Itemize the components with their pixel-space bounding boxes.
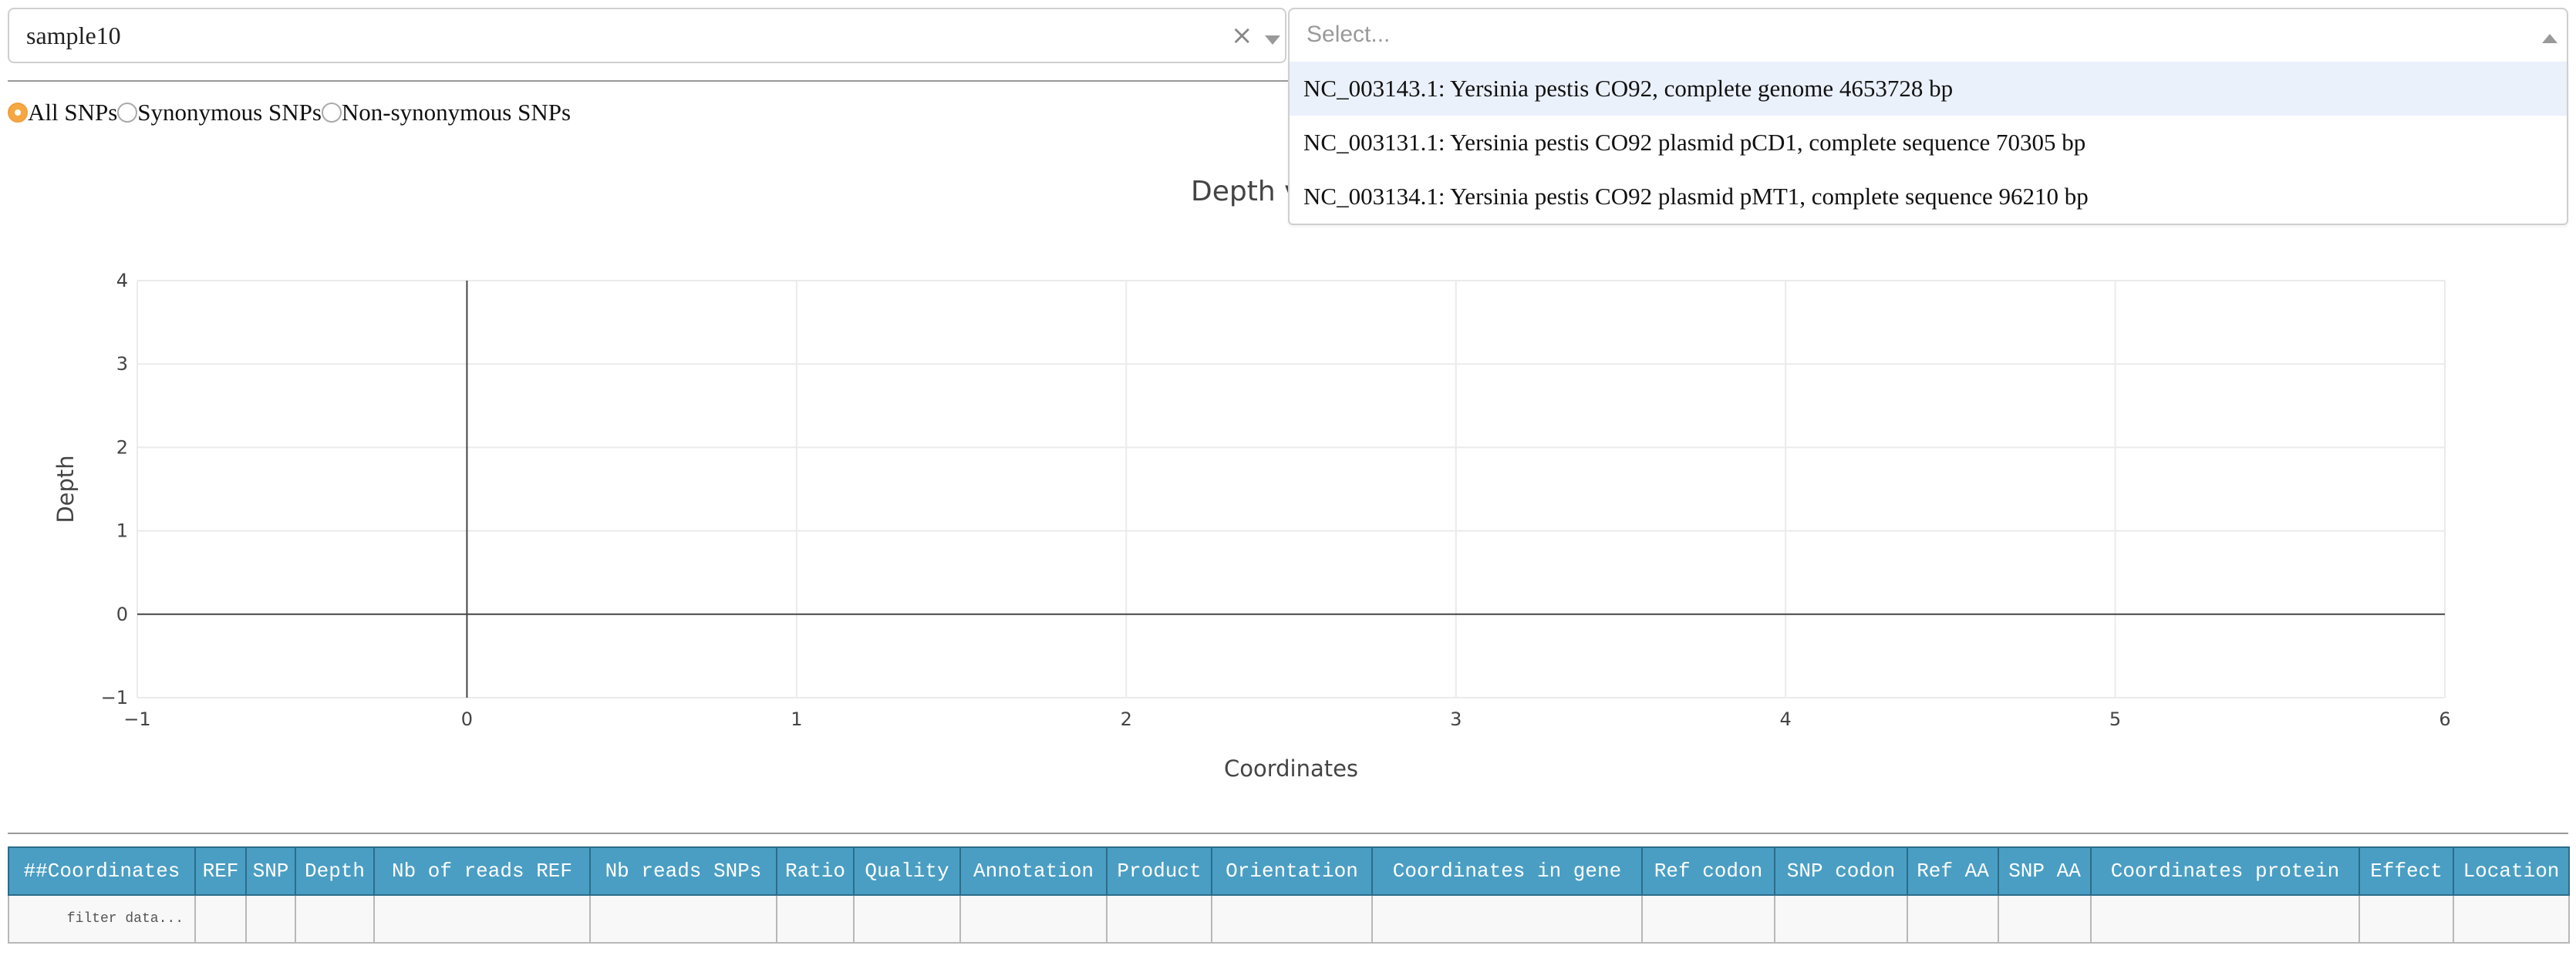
sample-select-value: sample10 <box>26 22 121 49</box>
filter-input[interactable] <box>2453 894 2570 944</box>
chart-title: Depth v <box>1191 176 1301 207</box>
table-filter-row: filter data... <box>8 894 2570 944</box>
x-tick-label: 0 <box>461 708 473 730</box>
filter-input[interactable] <box>295 894 375 944</box>
y-tick-label: 0 <box>116 604 128 625</box>
y-tick-label: 4 <box>116 270 128 291</box>
filter-input[interactable] <box>194 894 247 944</box>
clear-icon[interactable]: × <box>1231 20 1253 51</box>
x-tick-label: 4 <box>1780 708 1792 730</box>
chevron-up-icon[interactable] <box>2542 34 2557 43</box>
y-tick-label: 2 <box>116 436 128 458</box>
table-column-header[interactable]: ##Coordinates <box>8 846 196 896</box>
radio-synonymous-snps[interactable] <box>117 103 138 123</box>
snp-table: ##Coordinates REF SNP Depth Nb of reads REF N… <box>8 846 2570 944</box>
table-column-header[interactable]: Location <box>2453 846 2570 896</box>
genome-dropdown-menu: NC_003143.1: Yersinia pestis CO92, compl… <box>1288 62 2568 225</box>
table-column-header[interactable]: Coordinates protein <box>2090 846 2360 896</box>
x-tick-label: 1 <box>791 708 802 730</box>
genome-option[interactable]: NC_003131.1: Yersinia pestis CO92 plasmi… <box>1303 129 2086 156</box>
y-tick-label: −1 <box>101 687 128 708</box>
table-column-header[interactable]: Ref AA <box>1907 846 1999 896</box>
divider <box>8 833 2568 834</box>
table-column-header[interactable]: Ref codon <box>1641 846 1775 896</box>
filter-input[interactable] <box>1211 894 1373 944</box>
table-column-header[interactable]: Nb reads SNPs <box>589 846 777 896</box>
filter-input[interactable] <box>2090 894 2360 944</box>
table-column-header[interactable]: Depth <box>295 846 375 896</box>
table-column-header[interactable]: Annotation <box>959 846 1108 896</box>
table-column-header[interactable]: Nb of reads REF <box>373 846 591 896</box>
y-axis-title: Depth <box>52 455 79 523</box>
filter-input[interactable] <box>2359 894 2454 944</box>
sample-select[interactable]: sample10 × <box>8 8 1286 63</box>
table-column-header[interactable]: SNP <box>245 846 296 896</box>
filter-input[interactable]: filter data... <box>8 894 196 944</box>
depth-chart[interactable]: −1 0 1 2 3 4 5 6 −1 0 1 2 3 4 Coordinates Depth <box>0 231 2576 802</box>
table-column-header[interactable]: Quality <box>853 846 961 896</box>
x-tick-label: 5 <box>2109 708 2121 730</box>
table-column-header[interactable]: Ratio <box>776 846 855 896</box>
table-header-row: ##Coordinates REF SNP Depth Nb of reads REF N… <box>8 846 2570 896</box>
filter-input[interactable] <box>245 894 296 944</box>
genome-option[interactable]: NC_003134.1: Yersinia pestis CO92 plasmi… <box>1303 183 2089 210</box>
table-column-header[interactable]: Coordinates in gene <box>1371 846 1643 896</box>
filter-input[interactable] <box>853 894 961 944</box>
y-tick-label: 3 <box>116 353 128 375</box>
radio-non-synonymous-snps[interactable] <box>321 103 342 123</box>
radio-label-synonymous-snps[interactable]: Synonymous SNPs <box>137 99 322 126</box>
radio-label-non-synonymous-snps[interactable]: Non-synonymous SNPs <box>341 99 572 126</box>
filter-input[interactable] <box>1106 894 1212 944</box>
x-tick-label: −1 <box>123 708 150 730</box>
table-column-header[interactable]: Effect <box>2359 846 2454 896</box>
table-column-header[interactable]: REF <box>194 846 247 896</box>
filter-input[interactable] <box>1641 894 1775 944</box>
snp-filter-radio-group: All SNPs Synonymous SNPs Non-synonymous … <box>8 96 571 130</box>
x-tick-label: 3 <box>1450 708 1462 730</box>
table-column-header[interactable]: SNP codon <box>1774 846 1908 896</box>
x-tick-label: 2 <box>1121 708 1132 730</box>
genome-select[interactable]: Select... <box>1288 8 2568 63</box>
x-axis-title: Coordinates <box>1224 755 1358 782</box>
filter-input[interactable] <box>1907 894 1999 944</box>
y-tick-label: 1 <box>116 520 128 542</box>
filter-input[interactable] <box>1998 894 2092 944</box>
x-tick-label: 6 <box>2439 708 2450 730</box>
table-column-header[interactable]: SNP AA <box>1998 846 2092 896</box>
filter-input[interactable] <box>1371 894 1643 944</box>
chevron-down-icon[interactable] <box>1265 35 1280 45</box>
radio-label-all-snps[interactable]: All SNPs <box>28 99 118 126</box>
radio-all-snps[interactable] <box>8 103 28 123</box>
genome-option[interactable]: NC_003143.1: Yersinia pestis CO92, compl… <box>1290 62 2567 116</box>
filter-input[interactable] <box>959 894 1108 944</box>
filter-input[interactable] <box>776 894 855 944</box>
table-column-header[interactable]: Product <box>1106 846 1212 896</box>
filter-input[interactable] <box>1774 894 1908 944</box>
snp-table-container: ##Coordinates REF SNP Depth Nb of reads REF N… <box>8 846 2570 944</box>
filter-input[interactable] <box>589 894 777 944</box>
table-column-header[interactable]: Orientation <box>1211 846 1373 896</box>
filter-input[interactable] <box>373 894 591 944</box>
genome-select-placeholder: Select... <box>1307 22 1391 47</box>
